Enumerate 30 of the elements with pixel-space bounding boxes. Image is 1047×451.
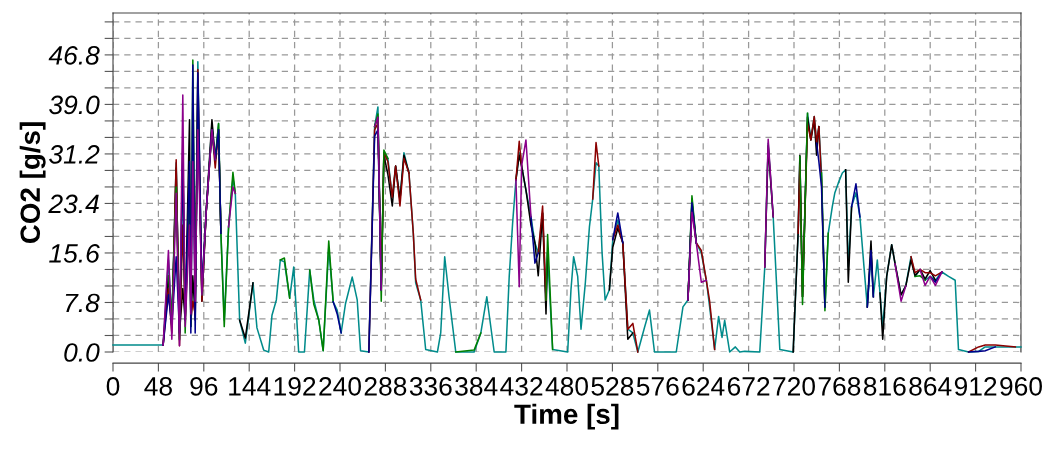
y-tick-label: 31.2 [49,145,100,164]
x-tick-label: 144 [229,377,271,396]
x-tick-label: 720 [773,377,815,396]
x-tick-label: 864 [909,377,952,396]
y-tick-label: 15.6 [49,244,100,263]
x-tick-label: 336 [409,377,452,396]
y-tick-label: 0.0 [64,343,100,362]
y-tick-label: 7.8 [65,293,100,313]
x-tick-label: 240 [319,377,361,396]
x-tick-label: 528 [591,377,634,396]
x-tick-label: 816 [863,377,906,396]
x-tick-label: 192 [274,377,316,396]
x-tick-label: 912 [954,377,997,396]
x-tick-label: 384 [455,377,498,396]
x-tick-label: 768 [818,377,861,396]
x-tick-label: 624 [682,377,725,396]
x-tick-label: 480 [545,377,588,396]
x-tick-label: 432 [500,377,543,396]
y-tick-label: 23.4 [48,194,99,214]
x-tick-label: 0 [106,377,120,396]
x-tick-label: 288 [364,377,407,396]
x-tick-label: 48 [144,377,172,396]
x-tick-label: 960 [1000,377,1042,396]
x-tick-label: 672 [727,377,770,396]
y-axis-title: CO2 [g/s] [19,122,46,244]
y-tick-label: 46.8 [48,46,100,65]
y-tick-label: 39.0 [49,95,100,115]
x-tick-label: 96 [190,377,218,396]
x-tick-label: 576 [636,377,679,396]
x-axis-title: Time [s] [514,403,619,430]
